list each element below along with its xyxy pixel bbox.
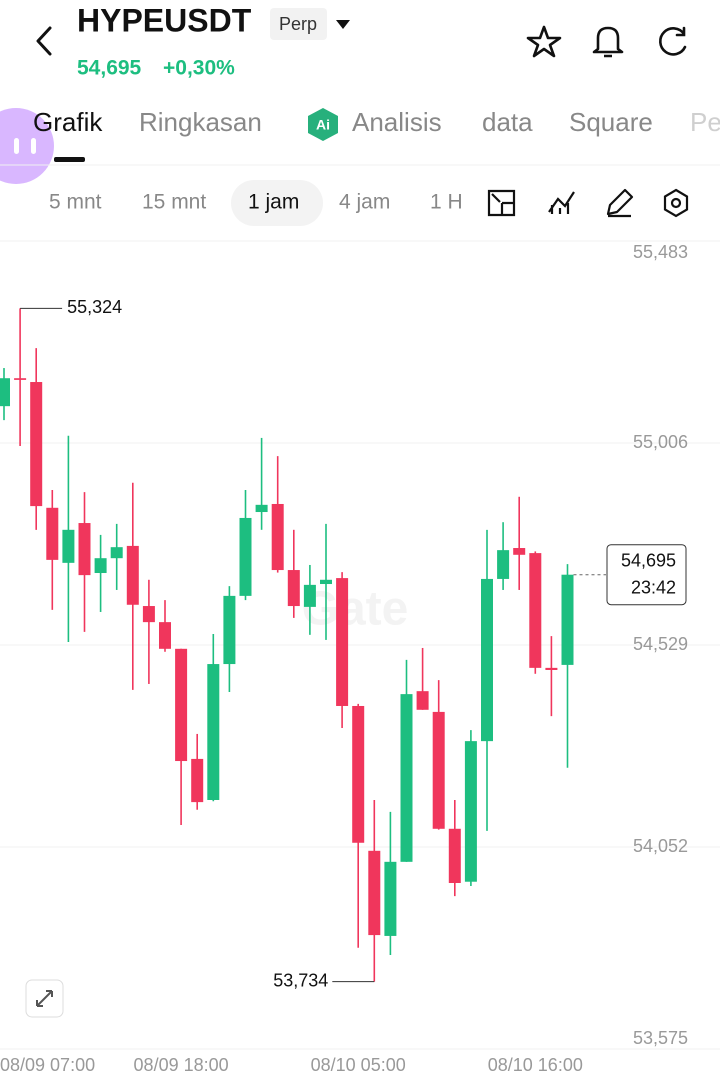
candle-body xyxy=(159,622,171,649)
candle-body xyxy=(513,548,526,555)
x-tick-label: 08/10 05:00 xyxy=(311,1055,406,1075)
tab[interactable]: data xyxy=(482,107,533,137)
tab-active[interactable]: Grafik xyxy=(33,107,103,137)
candle-body xyxy=(481,578,493,742)
y-tick-label: 54,529 xyxy=(633,634,688,654)
tab[interactable]: Ringkasan xyxy=(139,107,262,137)
candle-body xyxy=(142,606,155,623)
watermark: Gate xyxy=(302,583,409,636)
candle-body xyxy=(303,584,316,607)
interval[interactable]: 1 H xyxy=(430,191,463,214)
x-tick-label: 08/09 07:00 xyxy=(0,1055,95,1075)
refresh-icon[interactable] xyxy=(658,26,687,56)
alert-icon[interactable] xyxy=(592,26,624,58)
tab[interactable]: Analisis xyxy=(352,107,442,137)
dropdown[interactable] xyxy=(336,20,350,29)
back-button[interactable] xyxy=(36,26,52,56)
tab[interactable]: Square xyxy=(569,107,653,137)
candle-body xyxy=(448,828,461,883)
expand-icon xyxy=(36,990,53,1007)
low-annotation: 53,734 xyxy=(273,970,328,990)
candle-body xyxy=(352,705,365,843)
candle-body xyxy=(110,547,123,559)
interval-selected-bg xyxy=(231,180,323,226)
candle-body xyxy=(46,507,59,560)
candle-body xyxy=(0,378,10,407)
header-price: 54,695 xyxy=(77,57,142,80)
header-change: +0,30% xyxy=(163,57,235,80)
draw-icon[interactable] xyxy=(606,188,634,218)
x-tick-label: 08/10 16:00 xyxy=(488,1055,583,1075)
candle-body xyxy=(30,382,43,507)
interval[interactable]: 4 jam xyxy=(339,191,390,214)
tab-underline xyxy=(54,157,85,162)
settings-icon-dot xyxy=(670,197,682,209)
interval-selected[interactable]: 1 jam xyxy=(248,191,299,214)
candle-body xyxy=(561,574,574,665)
tab-fade xyxy=(690,86,720,166)
indicator-icon[interactable] xyxy=(548,191,575,214)
candle-body xyxy=(384,861,397,936)
badge: Perp xyxy=(279,14,317,34)
assistant-eye xyxy=(31,138,36,154)
candle-body xyxy=(175,648,188,762)
layout-icon[interactable] xyxy=(487,189,516,217)
candle-body xyxy=(464,741,477,882)
candle-body xyxy=(191,758,204,803)
candle-body xyxy=(432,711,445,829)
candlestick-chart: Gate 55,483 55,006 54,529 54,052 53,575 08/09 … xyxy=(0,240,720,1075)
settings-icon[interactable] xyxy=(663,188,689,218)
y-tick-label: 55,006 xyxy=(633,432,688,452)
candle-body xyxy=(255,504,268,513)
ai-icon xyxy=(308,108,338,141)
symbol-title: HYPEUSDT xyxy=(77,2,252,38)
candle-body xyxy=(271,503,284,571)
candle-body xyxy=(207,664,220,800)
candle-body xyxy=(368,850,381,936)
candle-body xyxy=(94,558,107,574)
candle-body xyxy=(529,553,542,668)
candle-body xyxy=(497,550,510,579)
candle-body xyxy=(223,595,236,665)
candle-body xyxy=(400,694,413,862)
y-tick-label: 54,052 xyxy=(633,836,688,856)
last-price-box xyxy=(606,544,687,606)
candle-body xyxy=(320,579,332,585)
candle-body xyxy=(78,523,91,576)
candle-body xyxy=(14,378,27,380)
y-tick-label: 55,483 xyxy=(633,242,688,262)
y-tick-label: 53,575 xyxy=(633,1028,688,1048)
favorite-icon[interactable] xyxy=(526,25,562,58)
candle-body xyxy=(239,517,252,596)
x-tick-label: 08/09 18:00 xyxy=(134,1055,229,1075)
candle-body xyxy=(287,570,300,607)
assistant-eye xyxy=(14,138,19,154)
last-price: 54,695 xyxy=(621,550,676,570)
candle-body xyxy=(545,667,558,670)
countdown: 23:42 xyxy=(631,577,676,597)
high-annotation: 55,324 xyxy=(67,297,122,317)
candle-body xyxy=(336,578,349,706)
interval[interactable]: 5 mnt xyxy=(49,191,102,214)
interval[interactable]: 15 mnt xyxy=(142,191,206,214)
candle-body xyxy=(62,529,75,563)
ai-icon-text: Ai xyxy=(316,117,330,133)
interval-fade xyxy=(465,178,478,228)
badge-bg xyxy=(270,8,327,40)
candle-body xyxy=(416,691,429,710)
candle-body xyxy=(126,545,139,605)
